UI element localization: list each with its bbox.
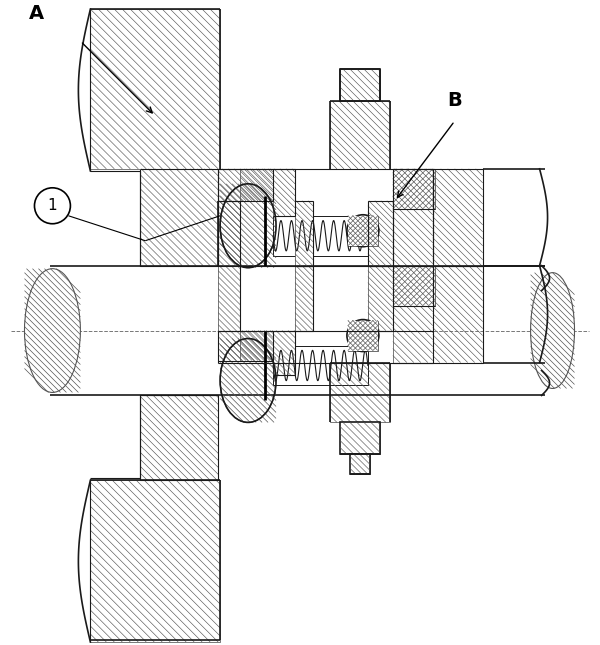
Ellipse shape (347, 215, 379, 246)
Bar (348, 321, 378, 350)
Bar (50, 266, 545, 395)
Bar (348, 216, 378, 246)
Ellipse shape (220, 184, 276, 268)
Bar (91, 9, 220, 169)
Bar (240, 169, 273, 201)
Bar (330, 101, 390, 169)
Bar (240, 330, 273, 361)
Text: B: B (448, 91, 463, 110)
Bar (340, 422, 380, 454)
Bar (433, 169, 482, 266)
Bar (348, 321, 378, 350)
Text: 1: 1 (47, 198, 57, 213)
Bar (273, 330, 295, 375)
Ellipse shape (220, 339, 276, 422)
Bar (350, 454, 370, 474)
Bar (393, 266, 433, 362)
Bar (140, 169, 218, 266)
Bar (295, 266, 313, 330)
Bar (340, 422, 380, 454)
Bar (368, 201, 393, 266)
Bar (340, 69, 380, 101)
Bar (368, 266, 393, 330)
Bar (273, 346, 368, 386)
Bar (218, 201, 240, 266)
Bar (91, 481, 220, 642)
Bar (218, 169, 273, 201)
Bar (433, 266, 482, 362)
Circle shape (34, 188, 70, 224)
Text: A: A (28, 4, 44, 23)
Bar (350, 454, 370, 474)
Bar (340, 69, 380, 101)
Ellipse shape (25, 269, 80, 392)
Ellipse shape (530, 273, 575, 388)
Ellipse shape (347, 319, 379, 352)
Bar (393, 266, 435, 306)
Bar (218, 330, 273, 361)
Bar (393, 169, 433, 266)
Bar (140, 395, 218, 481)
Bar (273, 169, 295, 216)
Bar (273, 216, 368, 255)
Bar (348, 216, 378, 246)
Bar (330, 362, 390, 422)
Bar (295, 201, 313, 266)
Bar (218, 266, 240, 330)
Bar (393, 169, 435, 209)
